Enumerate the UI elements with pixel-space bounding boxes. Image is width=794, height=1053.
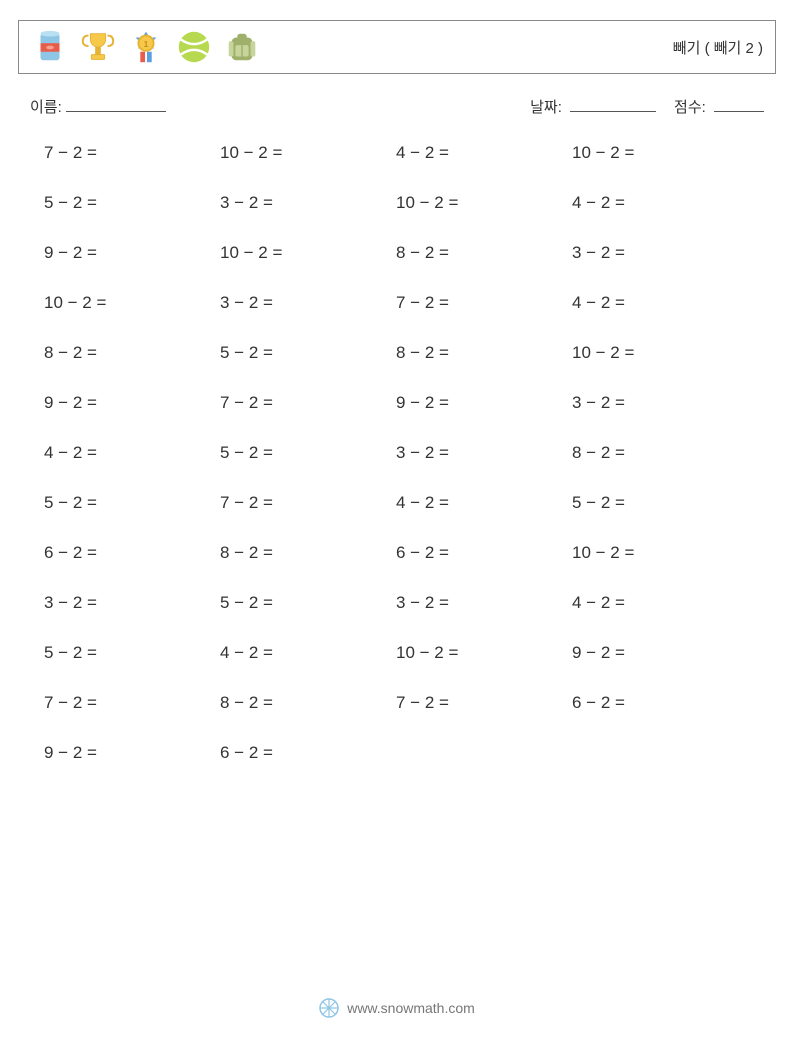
problem-cell: 9 − 2 = [396,393,572,413]
problem-cell: 4 − 2 = [572,193,748,213]
problem-cell: 5 − 2 = [572,493,748,513]
date-label: 날짜: [530,99,562,116]
problem-cell: 7 − 2 = [220,393,396,413]
footer-url: www.snowmath.com [347,1000,475,1016]
svg-text:1: 1 [144,39,149,49]
problem-cell: 10 − 2 = [572,343,748,363]
problem-cell: 7 − 2 = [396,293,572,313]
problem-cell: 9 − 2 = [44,393,220,413]
problem-cell: 8 − 2 = [220,543,396,563]
problem-cell: 8 − 2 = [44,343,220,363]
problem-row: 6 − 2 =8 − 2 =6 − 2 =10 − 2 = [44,543,758,563]
problem-cell: 10 − 2 = [572,543,748,563]
problem-row: 9 − 2 =10 − 2 =8 − 2 =3 − 2 = [44,243,758,263]
info-row: 이름: 날짜: 점수: [30,96,764,117]
problem-cell: 7 − 2 = [44,693,220,713]
problem-row: 9 − 2 =6 − 2 = [44,743,758,763]
problem-cell: 5 − 2 = [220,343,396,363]
problem-cell [572,743,748,763]
problem-cell: 3 − 2 = [396,593,572,613]
problem-cell: 7 − 2 = [220,493,396,513]
name-field: 이름: [30,96,166,117]
problem-cell: 4 − 2 = [396,143,572,163]
problem-cell: 3 − 2 = [572,243,748,263]
problem-cell: 4 − 2 = [396,493,572,513]
problem-cell: 6 − 2 = [396,543,572,563]
problem-cell: 10 − 2 = [396,643,572,663]
trophy-icon [79,28,117,66]
problem-cell: 3 − 2 = [572,393,748,413]
problem-cell: 10 − 2 = [44,293,220,313]
problem-row: 3 − 2 =5 − 2 =3 − 2 =4 − 2 = [44,593,758,613]
problem-cell: 3 − 2 = [396,443,572,463]
backpack-icon [223,28,261,66]
date-blank[interactable] [570,97,656,112]
problem-cell: 7 − 2 = [44,143,220,163]
problem-cell: 8 − 2 = [572,443,748,463]
problem-cell: 8 − 2 = [396,243,572,263]
problem-cell: 5 − 2 = [44,643,220,663]
score-field: 점수: [674,96,764,117]
problem-cell: 4 − 2 = [44,443,220,463]
worksheet-page: 1 빼기 ( 빼기 2 ) 이름: [0,0,794,1053]
name-blank[interactable] [66,97,166,112]
problem-cell: 8 − 2 = [396,343,572,363]
problem-row: 7 − 2 =8 − 2 =7 − 2 =6 − 2 = [44,693,758,713]
problem-cell: 7 − 2 = [396,693,572,713]
ball-icon [175,28,213,66]
problem-cell: 10 − 2 = [572,143,748,163]
problem-cell: 10 − 2 = [220,143,396,163]
score-blank[interactable] [714,97,764,112]
problem-row: 7 − 2 =10 − 2 =4 − 2 =10 − 2 = [44,143,758,163]
problem-cell: 4 − 2 = [572,593,748,613]
problem-cell: 9 − 2 = [44,243,220,263]
problem-cell: 5 − 2 = [44,493,220,513]
date-field: 날짜: [530,96,656,117]
problem-cell: 10 − 2 = [396,193,572,213]
problem-row: 10 − 2 =3 − 2 =7 − 2 =4 − 2 = [44,293,758,313]
can-icon [31,28,69,66]
footer-logo-icon [319,998,339,1018]
problem-cell: 5 − 2 = [44,193,220,213]
name-label: 이름: [30,96,62,117]
medal-icon: 1 [127,28,165,66]
problem-cell: 9 − 2 = [44,743,220,763]
problem-cell: 5 − 2 = [220,443,396,463]
problem-row: 4 − 2 =5 − 2 =3 − 2 =8 − 2 = [44,443,758,463]
problem-row: 5 − 2 =4 − 2 =10 − 2 =9 − 2 = [44,643,758,663]
problem-row: 9 − 2 =7 − 2 =9 − 2 =3 − 2 = [44,393,758,413]
worksheet-title: 빼기 ( 빼기 2 ) [673,37,763,58]
problem-cell: 3 − 2 = [44,593,220,613]
problem-cell: 6 − 2 = [44,543,220,563]
header-box: 1 빼기 ( 빼기 2 ) [18,20,776,74]
footer: www.snowmath.com [0,998,794,1023]
problem-row: 5 − 2 =3 − 2 =10 − 2 =4 − 2 = [44,193,758,213]
header-icons: 1 [31,28,261,66]
problem-cell: 3 − 2 = [220,293,396,313]
problem-cell: 5 − 2 = [220,593,396,613]
problem-cell: 4 − 2 = [572,293,748,313]
problem-row: 5 − 2 =7 − 2 =4 − 2 =5 − 2 = [44,493,758,513]
problem-cell: 3 − 2 = [220,193,396,213]
problem-cell: 4 − 2 = [220,643,396,663]
problem-row: 8 − 2 =5 − 2 =8 − 2 =10 − 2 = [44,343,758,363]
problem-cell: 9 − 2 = [572,643,748,663]
problem-cell [396,743,572,763]
problem-cell: 6 − 2 = [220,743,396,763]
problems-grid: 7 − 2 =10 − 2 =4 − 2 =10 − 2 =5 − 2 =3 −… [44,143,758,763]
score-label: 점수: [674,99,706,116]
problem-cell: 10 − 2 = [220,243,396,263]
problem-cell: 6 − 2 = [572,693,748,713]
problem-cell: 8 − 2 = [220,693,396,713]
